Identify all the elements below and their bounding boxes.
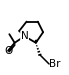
Text: Br: Br bbox=[49, 59, 61, 69]
Text: N: N bbox=[21, 31, 28, 41]
Text: O: O bbox=[4, 46, 12, 56]
Circle shape bbox=[35, 40, 37, 42]
